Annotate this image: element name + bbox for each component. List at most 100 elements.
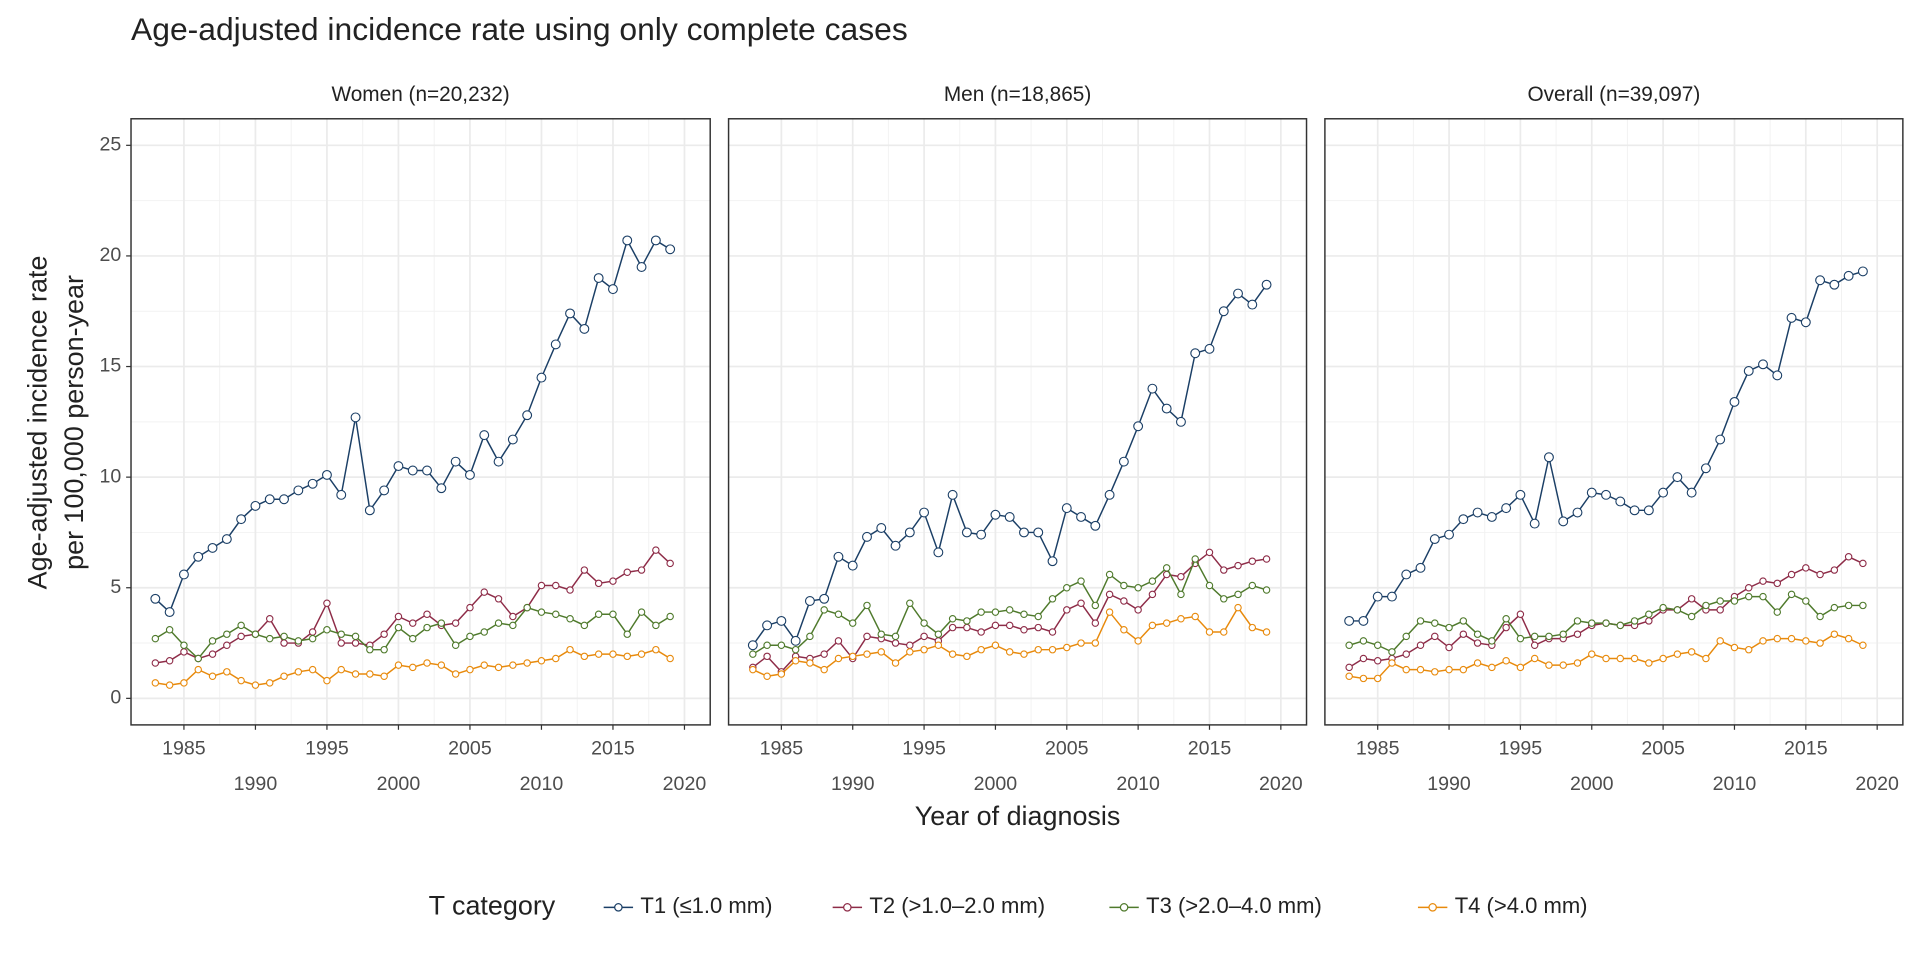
data-point <box>1020 610 1028 619</box>
data-point <box>934 641 943 649</box>
data-point <box>833 551 844 562</box>
data-point <box>622 235 633 246</box>
data-point <box>1077 639 1085 647</box>
data-point <box>1445 623 1453 632</box>
data-point <box>1615 496 1626 507</box>
data-point <box>763 641 771 649</box>
data-point <box>208 650 217 658</box>
data-point <box>1205 581 1214 590</box>
data-point <box>1629 505 1640 516</box>
data-point <box>806 659 814 667</box>
data-point <box>251 630 260 638</box>
data-point <box>1047 556 1058 567</box>
data-point <box>523 603 531 612</box>
data-point <box>1004 511 1015 522</box>
y-tick-label: 15 <box>99 355 121 377</box>
data-point <box>877 630 886 638</box>
data-point <box>464 469 475 480</box>
data-point <box>848 652 857 661</box>
data-point <box>1844 634 1853 643</box>
data-point <box>1516 663 1525 672</box>
data-point <box>1459 665 1468 674</box>
data-point <box>1601 489 1611 500</box>
data-point <box>1063 643 1071 652</box>
data-point <box>1388 659 1396 667</box>
data-point <box>1859 601 1867 610</box>
y-tick-label: 10 <box>99 465 121 487</box>
data-point <box>393 461 404 472</box>
data-point <box>1687 612 1696 621</box>
data-point <box>1416 617 1425 625</box>
data-point <box>891 659 900 667</box>
data-point <box>366 645 374 654</box>
data-point <box>891 639 900 647</box>
data-point <box>266 634 274 643</box>
data-point <box>1686 487 1697 498</box>
data-point <box>1148 621 1157 630</box>
data-point <box>623 630 631 638</box>
x-tick-label: 2015 <box>1188 738 1232 760</box>
data-point <box>1588 650 1596 658</box>
data-point <box>451 670 460 678</box>
data-point <box>1234 590 1242 599</box>
data-point <box>1148 577 1157 585</box>
data-point <box>1473 659 1482 667</box>
data-point <box>151 634 160 643</box>
data-point <box>1134 637 1142 645</box>
data-point <box>948 623 957 632</box>
data-point <box>1458 514 1469 525</box>
data-point <box>1105 608 1114 616</box>
data-point <box>308 665 317 674</box>
data-point <box>509 612 517 621</box>
data-point <box>834 654 843 663</box>
data-point <box>264 494 275 505</box>
data-point <box>820 665 828 674</box>
data-point <box>948 614 957 623</box>
data-point <box>652 546 660 554</box>
data-point <box>847 560 858 571</box>
data-point <box>1743 365 1754 376</box>
data-point <box>594 579 603 588</box>
data-point <box>1262 586 1271 594</box>
data-point <box>763 672 771 680</box>
data-point <box>804 596 815 606</box>
data-point <box>308 634 317 643</box>
data-point <box>1786 312 1797 323</box>
data-point <box>607 284 618 295</box>
x-tick-label: 2000 <box>1570 773 1614 795</box>
data-point <box>1630 654 1639 663</box>
x-tick-label: 1995 <box>902 738 946 760</box>
data-point <box>1744 592 1753 601</box>
data-point <box>1573 630 1582 638</box>
data-point <box>566 614 574 623</box>
data-point <box>466 632 474 641</box>
x-axis-label: Year of diagnosis <box>915 801 1121 831</box>
data-point <box>178 569 189 580</box>
data-point <box>749 665 757 674</box>
data-point <box>294 637 303 645</box>
data-point <box>1162 619 1171 627</box>
data-point <box>1020 626 1028 634</box>
data-point <box>790 635 801 646</box>
data-point <box>1034 645 1042 654</box>
data-point <box>665 244 676 255</box>
data-point <box>394 623 403 632</box>
data-point <box>1702 654 1710 663</box>
data-point <box>1118 456 1129 467</box>
data-point <box>379 485 390 496</box>
data-point <box>1715 434 1726 445</box>
data-point <box>1090 520 1101 531</box>
data-point <box>1218 306 1229 317</box>
data-point <box>422 465 433 476</box>
data-point <box>494 663 503 672</box>
data-point <box>906 641 914 649</box>
data-point <box>409 619 417 627</box>
data-point <box>1234 603 1242 612</box>
data-point <box>366 670 374 678</box>
facet-title: Overall (n=39,097) <box>1527 83 1700 106</box>
data-point <box>1530 632 1539 641</box>
data-point <box>1529 518 1540 529</box>
data-point <box>565 308 576 319</box>
data-point <box>1459 630 1468 638</box>
x-tick-label: 2000 <box>974 773 1018 795</box>
